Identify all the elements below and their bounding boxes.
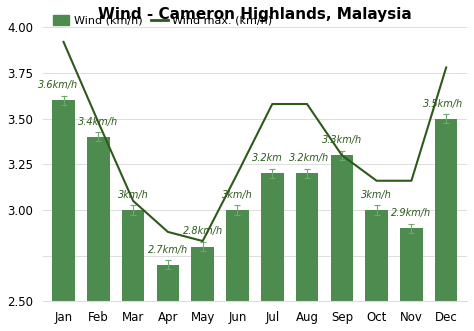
Text: 3.2km/h: 3.2km/h — [289, 153, 329, 164]
Text: 3.4km/h: 3.4km/h — [78, 117, 118, 127]
Bar — [52, 100, 75, 301]
Text: 2.9km/h: 2.9km/h — [392, 208, 431, 218]
Text: 2.8km/h: 2.8km/h — [182, 226, 223, 236]
Bar — [191, 247, 214, 301]
Bar — [87, 137, 109, 301]
Text: 3.6km/h: 3.6km/h — [38, 80, 78, 90]
Text: 3km/h: 3km/h — [361, 190, 392, 200]
Text: 3km/h: 3km/h — [118, 190, 148, 200]
Text: 3.2km: 3.2km — [252, 153, 283, 164]
Bar — [156, 265, 179, 301]
Text: 3km/h: 3km/h — [222, 190, 253, 200]
Bar — [435, 118, 457, 301]
Bar — [400, 228, 423, 301]
Bar — [226, 210, 249, 301]
Title: Wind - Cameron Highlands, Malaysia: Wind - Cameron Highlands, Malaysia — [98, 7, 412, 22]
Bar — [296, 173, 319, 301]
Text: 2.7km/h: 2.7km/h — [148, 245, 188, 255]
Legend: Wind (km/h), Wind max. (km/h): Wind (km/h), Wind max. (km/h) — [48, 11, 277, 30]
Bar — [122, 210, 145, 301]
Text: 3.5km/h: 3.5km/h — [423, 99, 463, 109]
Bar — [261, 173, 283, 301]
Bar — [330, 155, 353, 301]
Bar — [365, 210, 388, 301]
Text: 3.3km/h: 3.3km/h — [322, 135, 362, 145]
